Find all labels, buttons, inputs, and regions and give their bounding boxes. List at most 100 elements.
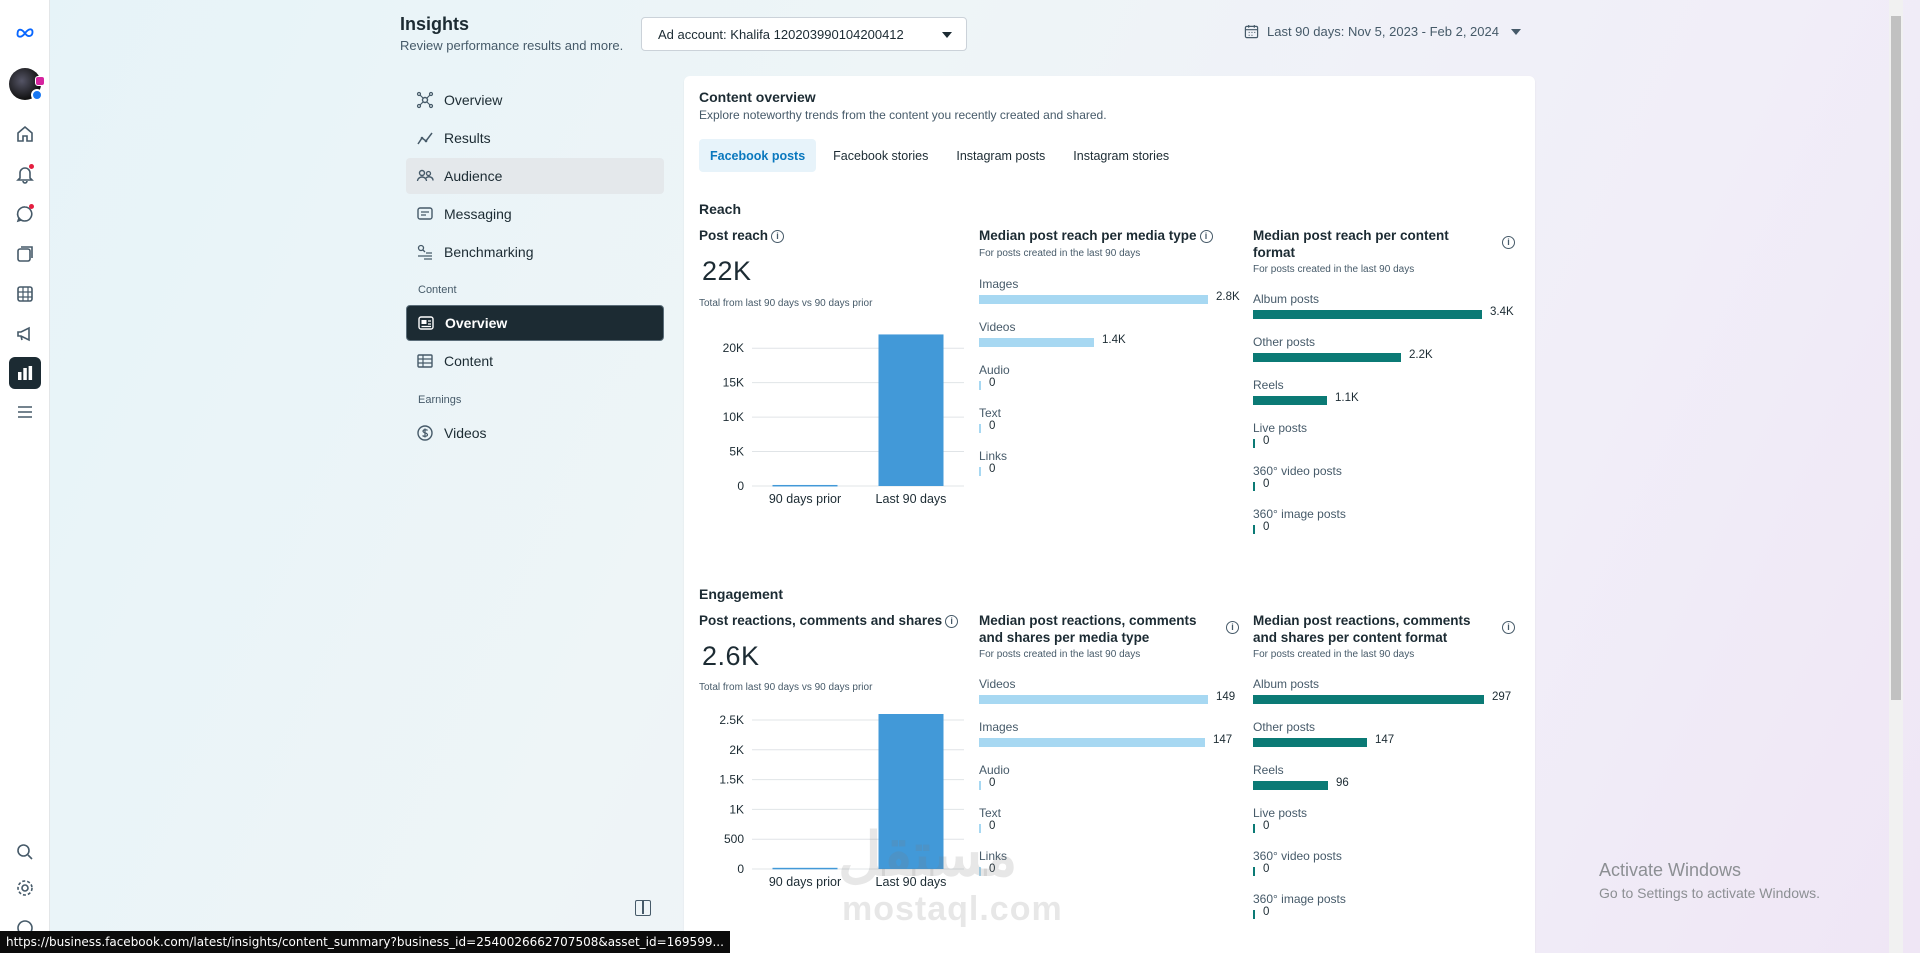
info-icon[interactable]: i [1502, 621, 1515, 634]
notifications-icon[interactable] [9, 158, 41, 190]
nav-item-results[interactable]: Results [406, 120, 664, 156]
menu-icon[interactable] [9, 396, 41, 428]
nav-item-benchmarking[interactable]: Benchmarking [406, 234, 664, 270]
tab-facebook-stories[interactable]: Facebook stories [833, 148, 929, 163]
bar-row: Live posts 0 [1253, 421, 1523, 457]
bar-row: 360° image posts 0 [1253, 507, 1523, 543]
megaphone-icon[interactable] [9, 318, 41, 350]
bar-row: Album posts 3.4K [1253, 292, 1523, 328]
settings-icon[interactable] [9, 872, 41, 904]
info-icon[interactable]: i [1226, 621, 1239, 634]
nav-label: Overview [445, 315, 508, 331]
meta-logo-icon[interactable] [9, 16, 41, 48]
engagement-media-type-title: Median post reactions, comments and shar… [979, 613, 1197, 645]
engagement-content-format-title: Median post reactions, comments and shar… [1253, 613, 1471, 645]
engagement-media-type-sub: For posts created in the last 90 days [979, 649, 1141, 660]
tab-instagram-stories[interactable]: Instagram stories [1073, 148, 1170, 163]
nav-label: Videos [444, 425, 487, 441]
x-tick-label: Last 90 days [876, 492, 947, 506]
engagement-total-label: Post reactions, comments and shares [699, 613, 943, 628]
bar-label: Reels [1253, 763, 1284, 777]
x-tick-label: 90 days prior [769, 875, 841, 889]
bar-value: 0 [989, 777, 996, 789]
bar-fill [1253, 781, 1328, 790]
nav-section-earnings: Earnings [418, 394, 462, 406]
y-tick-label: 0 [737, 479, 744, 493]
collapse-sidebar-icon[interactable] [635, 900, 651, 916]
bar-fill [1253, 738, 1367, 747]
y-tick-label: 10K [723, 410, 744, 424]
info-icon[interactable]: i [945, 614, 959, 628]
bar-value: 297 [1492, 691, 1512, 703]
bar-prior[interactable] [772, 484, 838, 487]
nav-section-content: Content [418, 284, 457, 296]
reach-content-format-title: Median post reach per content format [1253, 228, 1449, 260]
engagement-content-format-sub: For posts created in the last 90 days [1253, 649, 1415, 660]
nav-item-content[interactable]: Content [406, 343, 664, 379]
nav-label: Content [444, 353, 494, 369]
nav-item-audience[interactable]: Audience [406, 158, 664, 194]
bar-row: Reels 96 [1253, 763, 1523, 799]
nav-label: Messaging [444, 206, 512, 222]
nav-item-overview[interactable]: Overview [406, 82, 664, 118]
nav-item-messaging[interactable]: Messaging [406, 196, 664, 232]
nav-item-videos[interactable]: Videos [406, 415, 664, 451]
bar-label: Images [979, 720, 1019, 734]
home-icon[interactable] [9, 118, 41, 150]
date-range-picker[interactable]: Last 90 days: Nov 5, 2023 - Feb 2, 2024 [1244, 24, 1521, 39]
overview-icon [416, 91, 434, 109]
post-reach-label: Post reach [699, 228, 769, 243]
engagement-total-value: 2.6K [702, 641, 760, 671]
bar-prior[interactable] [772, 867, 838, 870]
bar-label: Live posts [1253, 806, 1308, 820]
bar-current[interactable] [878, 714, 944, 869]
post-reach-note: Total from last 90 days vs 90 days prior [699, 298, 873, 309]
bar-value: 0 [989, 863, 996, 875]
bar-fill [979, 381, 981, 390]
info-icon[interactable]: i [1502, 236, 1515, 249]
bar-label: Audio [979, 763, 1010, 777]
bar-row: Links 0 [979, 849, 1239, 885]
bar-label: Images [979, 277, 1019, 291]
bar-row: Audio 0 [979, 363, 1239, 399]
bar-fill [1253, 439, 1255, 448]
bar-row: Text 0 [979, 806, 1239, 842]
messaging-icon [417, 207, 433, 220]
bar-label: Links [979, 449, 1008, 463]
dollar-icon [417, 425, 433, 441]
y-tick-label: 1.5K [719, 773, 744, 787]
bar-value: 147 [1375, 734, 1395, 746]
bar-row: Images 147 [979, 720, 1239, 756]
search-icon[interactable] [9, 836, 41, 868]
nav-item-content-overview[interactable]: Overview [406, 305, 664, 341]
bar-current[interactable] [878, 334, 944, 486]
bar-value: 147 [1213, 734, 1233, 746]
y-tick-label: 15K [723, 376, 744, 390]
info-icon[interactable]: i [1199, 229, 1213, 243]
bar-value: 0 [989, 377, 996, 389]
scrollbar-thumb[interactable] [1891, 16, 1901, 700]
y-tick-label: 5K [729, 445, 744, 459]
pages-icon[interactable] [9, 238, 41, 270]
ad-account-dropdown[interactable]: Ad account: Khalifa 120203990104200412 [641, 17, 967, 51]
tab-instagram-posts[interactable]: Instagram posts [956, 148, 1046, 163]
bar-value: 0 [1263, 478, 1270, 490]
watermark-arabic: مستقل [838, 821, 1018, 888]
x-tick-label: Last 90 days [876, 875, 947, 889]
status-bar-url: https://business.facebook.com/latest/ins… [0, 931, 730, 953]
insights-icon[interactable] [9, 357, 41, 389]
bar-label: Videos [979, 320, 1016, 334]
bar-label: Text [979, 406, 1002, 420]
info-icon[interactable]: i [771, 229, 785, 243]
profile-avatar[interactable] [9, 68, 45, 101]
table-icon[interactable] [9, 278, 41, 310]
page-scrollbar[interactable] [1889, 0, 1903, 953]
bar-value: 0 [1263, 906, 1270, 918]
bar-value: 0 [1263, 521, 1270, 533]
post-reach-chart: 0 5K 10K 15K 20K 90 days prior Last 90 days [723, 334, 964, 506]
tab-facebook-posts[interactable]: Facebook posts [699, 139, 817, 172]
messages-icon[interactable] [9, 198, 41, 230]
bar-fill [979, 695, 1208, 704]
bar-row: Other posts 2.2K [1253, 335, 1523, 371]
post-reach-title: Post reach i [699, 227, 785, 244]
